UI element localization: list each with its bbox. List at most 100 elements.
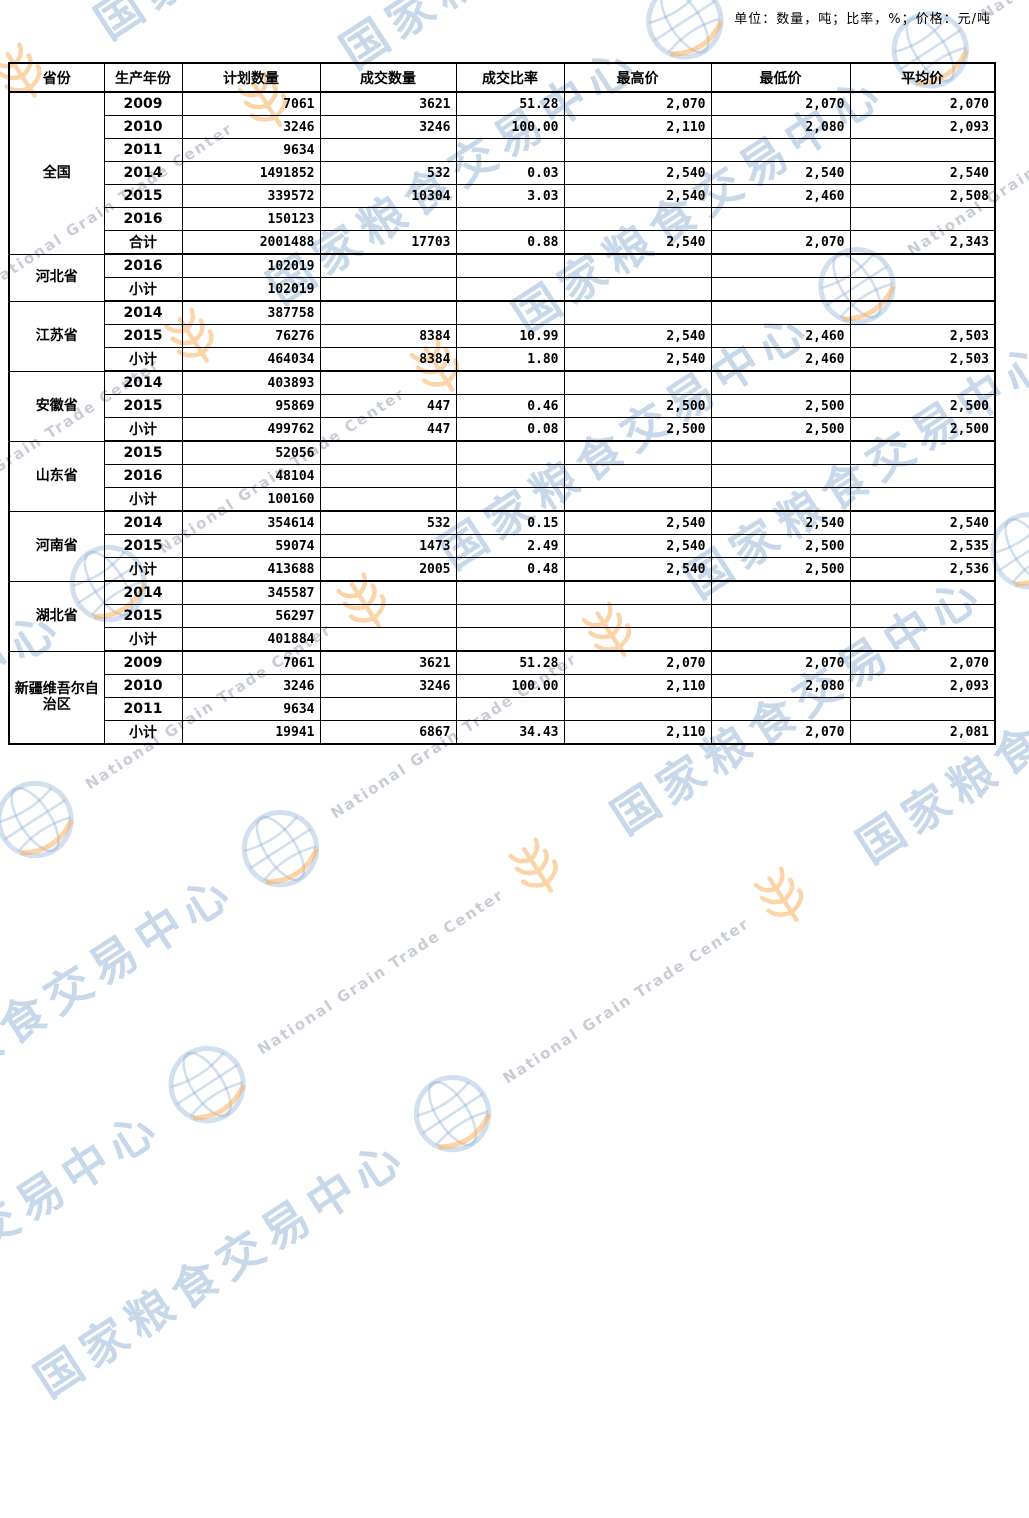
wheat-icon [753,866,804,922]
planned-quantity-cell: 48104 [181,464,321,488]
lowest-price-cell: 2,070 [710,720,851,745]
production-year-cell: 小计 [103,417,183,442]
column-header: 计划数量 [181,62,321,93]
average-price-cell: 2,070 [849,91,996,116]
production-year-cell: 小计 [103,720,183,745]
production-year-cell: 小计 [103,347,183,372]
lowest-price-cell: 2,460 [710,324,851,348]
lowest-price-cell [710,580,851,605]
production-year-cell: 2015 [103,534,183,558]
lowest-price-cell: 2,540 [710,161,851,185]
planned-quantity-cell: 7061 [181,650,321,675]
table-row: 新疆维吾尔自治区 2009 7061 3621 51.28 2,070 2,070 2,070 [8,650,996,745]
trade-ratio-cell [455,138,565,162]
lowest-price-cell: 2,460 [710,347,851,372]
lowest-price-cell [710,464,851,488]
planned-quantity-cell: 401884 [181,627,321,652]
highest-price-cell [563,487,712,512]
average-price-cell [849,697,996,721]
highest-price-cell [563,253,712,278]
highest-price-cell: 2,540 [563,534,712,558]
lowest-price-cell: 2,460 [710,184,851,208]
table-row: 小计 499762 447 0.08 2,500 2,500 2,500 [9,417,996,442]
planned-quantity-cell: 499762 [181,417,321,442]
average-price-cell [849,627,996,652]
planned-quantity-cell: 52056 [181,440,321,465]
table-row: 2016 48104 [9,464,996,488]
planned-quantity-cell: 95869 [181,394,321,418]
planned-quantity-cell: 102019 [181,277,321,302]
watermark-cn-text: 国家粮食交易中心 [0,1098,172,1379]
table-row: 河南省 2014 354614 532 0.15 2,540 2,540 2,540 [8,510,996,582]
lowest-price-cell: 2,080 [710,115,851,139]
trade-ratio-cell [455,440,565,465]
planned-quantity-cell: 464034 [181,347,321,372]
highest-price-cell [563,604,712,628]
lowest-price-cell [710,253,851,278]
lowest-price-cell [710,440,851,465]
lowest-price-cell [710,138,851,162]
highest-price-cell: 2,540 [563,510,712,535]
traded-quantity-cell [319,697,457,721]
watermark-cn-text: 国家粮食交易中心 [0,826,1,1117]
column-header: 平均价 [849,62,996,93]
highest-price-cell: 2,110 [563,115,712,139]
table-row: 2015 56297 [9,604,996,628]
lowest-price-cell [710,277,851,302]
production-year-cell: 2016 [103,207,183,231]
average-price-cell [849,464,996,488]
traded-quantity-cell: 532 [319,510,457,535]
highest-price-cell [563,277,712,302]
traded-quantity-cell: 2005 [319,557,457,582]
planned-quantity-cell: 9634 [181,138,321,162]
average-price-cell: 2,500 [849,417,996,442]
production-year-cell: 2014 [103,510,183,535]
trade-ratio-cell: 51.28 [455,650,565,675]
table-row: 全国 2009 7061 3621 51.28 2,070 2,070 2,070 [8,91,996,255]
province-cell: 新疆维吾尔自治区 [8,650,105,745]
lowest-price-cell: 2,500 [710,394,851,418]
lowest-price-cell [710,627,851,652]
trade-ratio-cell [455,487,565,512]
traded-quantity-cell [319,627,457,652]
trade-ratio-cell [455,604,565,628]
traded-quantity-cell: 447 [319,394,457,418]
table-row: 2010 3246 3246 100.00 2,110 2,080 2,093 [9,115,996,139]
production-year-cell: 小计 [103,627,183,652]
table-row: 小计 100160 [9,487,996,512]
traded-quantity-cell: 447 [319,417,457,442]
traded-quantity-cell [319,487,457,512]
average-price-cell [849,300,996,325]
production-year-cell: 2014 [103,161,183,185]
province-cell: 河北省 [8,253,105,302]
trade-ratio-cell: 3.03 [455,184,565,208]
planned-quantity-cell: 150123 [181,207,321,231]
province-cell: 全国 [8,91,105,255]
traded-quantity-cell [319,440,457,465]
table-row: 小计 413688 2005 0.48 2,540 2,500 2,536 [9,557,996,582]
table-row: 2014 1491852 532 0.03 2,540 2,540 2,540 [9,161,996,185]
trade-ratio-cell [455,464,565,488]
average-price-cell: 2,500 [849,394,996,418]
traded-quantity-cell: 3246 [319,115,457,139]
highest-price-cell [563,697,712,721]
table-row: 2015 95869 447 0.46 2,500 2,500 2,500 [9,394,996,418]
planned-quantity-cell: 3246 [181,674,321,698]
planned-quantity-cell: 2001488 [181,230,321,255]
table-row: 安徽省 2014 403893 [8,370,996,442]
traded-quantity-cell [319,207,457,231]
table-row: 江苏省 2014 387758 [8,300,996,372]
planned-quantity-cell: 76276 [181,324,321,348]
watermark-cn-text: 国家粮食交易中心 [81,0,479,52]
table-row: 2015 339572 10304 3.03 2,540 2,460 2,508 [9,184,996,208]
production-year-cell: 2014 [103,300,183,325]
province-cell: 湖北省 [8,580,105,652]
traded-quantity-cell [319,277,457,302]
production-year-cell: 2016 [103,253,183,278]
trade-ratio-cell [455,300,565,325]
province-cell: 河南省 [8,510,105,582]
lowest-price-cell: 2,500 [710,557,851,582]
highest-price-cell: 2,540 [563,230,712,255]
table-row: 2011 9634 [9,138,996,162]
table-row: 小计 102019 [9,277,996,302]
